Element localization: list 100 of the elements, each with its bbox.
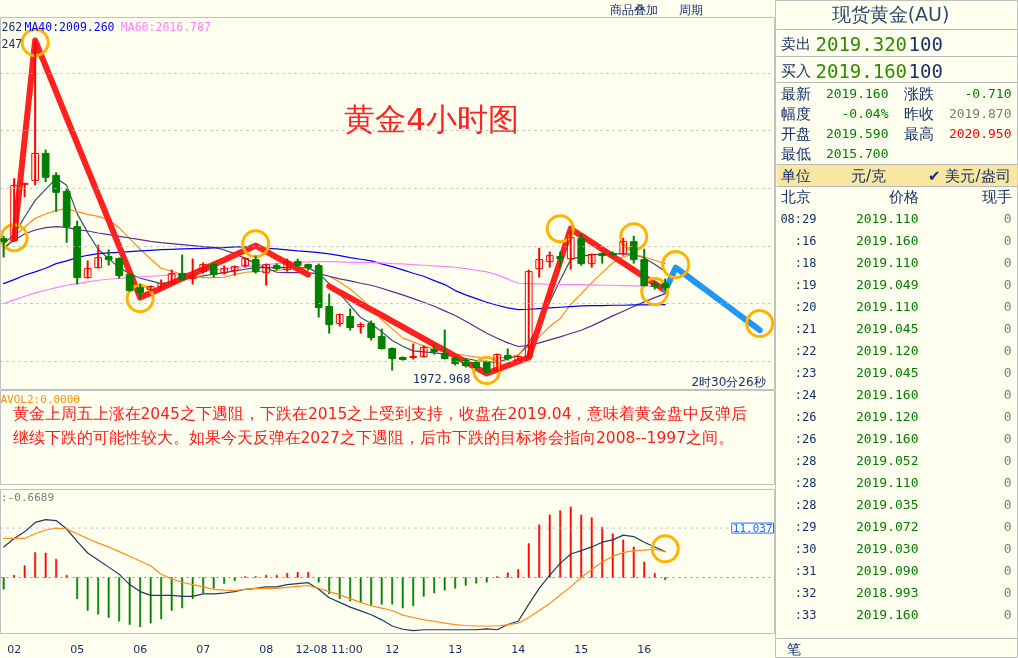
text: 2019.052 (855, 453, 919, 468)
text: :29 (794, 519, 817, 534)
text: 周期 (678, 2, 703, 17)
text: 0 (1003, 211, 1012, 226)
text: 2019.160 (855, 233, 919, 248)
text: :32 (794, 585, 817, 600)
candlestick (262, 262, 271, 287)
text: :16 (794, 233, 817, 248)
text: 现手 (981, 187, 1012, 206)
text: 最新 (780, 84, 811, 103)
x-tick-label: 12 (385, 642, 400, 656)
text: MA40:2009.260 (24, 19, 115, 34)
text: 2019.090 (855, 563, 919, 578)
candlestick (367, 319, 376, 342)
x-tick-label: 14 (511, 642, 526, 656)
x-tick-label: 02 (7, 642, 22, 656)
text: :26 (794, 409, 817, 424)
candlestick (10, 177, 19, 243)
text: 0 (1003, 541, 1012, 556)
text: 涨跌 (903, 84, 934, 103)
x-tick-label: 06 (133, 642, 148, 656)
text: 0 (1003, 563, 1012, 578)
text: 2019.160 (855, 607, 919, 622)
candlestick (346, 307, 355, 332)
candlestick (41, 148, 50, 184)
text: 0 (1003, 519, 1012, 534)
point (661, 250, 691, 280)
text: 2019.160 (855, 387, 919, 402)
text: -0.04% (841, 106, 889, 121)
text: 0 (1003, 255, 1012, 270)
x-tick-label: 16 (637, 642, 652, 656)
candlestick (440, 328, 449, 361)
text: -0.710 (964, 86, 1012, 101)
x-tick-label: 12-08 11:00 (295, 642, 363, 656)
text: 08:29 (780, 211, 817, 226)
point (619, 222, 649, 252)
text: 0 (1003, 585, 1012, 600)
text: MA60:2016.787 (120, 19, 211, 34)
text: 0 (1003, 431, 1012, 446)
text: 2019.590 (825, 126, 889, 141)
text: 单位 (780, 166, 811, 185)
text: 2019.049 (855, 277, 919, 292)
text: 买入 (780, 61, 811, 80)
text: :-0.6689 (1, 490, 55, 504)
text: 2019.045 (855, 365, 919, 380)
text: :30 (794, 541, 817, 556)
text: 2019.110 (855, 299, 919, 314)
text: :20 (794, 299, 817, 314)
text: :28 (794, 497, 817, 512)
text: 幅度 (780, 104, 811, 123)
candlestick (629, 234, 638, 265)
text: 黄金4小时图 (344, 100, 519, 137)
text: :23 (794, 365, 817, 380)
text: 0 (1003, 475, 1012, 490)
text: 2019.160 (825, 86, 889, 101)
text: 262 (1, 20, 23, 34)
text: 0 (1003, 453, 1012, 468)
text: 北京 (780, 187, 811, 206)
text: 100 (908, 59, 943, 82)
text: 2019.045 (855, 321, 919, 336)
point (545, 214, 575, 244)
text: 0 (1003, 233, 1012, 248)
candlestick (325, 292, 334, 335)
text: 2015.700 (825, 146, 889, 161)
text: :22 (794, 343, 817, 358)
text: 价格 (887, 187, 919, 206)
text: 昨收 (903, 104, 934, 123)
text: :24 (794, 387, 817, 402)
annotation: 247 (1, 37, 23, 51)
text: 0 (1003, 277, 1012, 292)
x-tick-label: 13 (448, 642, 463, 656)
text: :18 (794, 255, 817, 270)
text: 最低 (780, 144, 811, 163)
text: 2019.110 (855, 211, 919, 226)
text: 0 (1003, 607, 1012, 622)
text: 2019.110 (855, 255, 919, 270)
text: :26 (794, 431, 817, 446)
text: 现货黄金(AU) (831, 2, 950, 25)
candlestick (0, 234, 8, 259)
text: 元/克 (850, 166, 887, 185)
text: 0 (1003, 365, 1012, 380)
text: 2019.035 (855, 497, 919, 512)
text: 2019.160 (855, 431, 919, 446)
x-tick-label: 07 (196, 642, 211, 656)
text: 黄金上周五上涨在2045之下遇阻，下跌在2015之上受到支持，收盘在2019.04，意味着黄金盘中反弹后 (12, 404, 748, 423)
text: 0 (1003, 409, 1012, 424)
text: :28 (794, 453, 817, 468)
annotation: 1972.968 (412, 372, 471, 386)
text: 2018.993 (855, 585, 919, 600)
text: 2019.120 (855, 343, 919, 358)
point (745, 309, 775, 339)
text: :33 (794, 607, 817, 622)
text: :21 (794, 321, 817, 336)
candlestick (31, 39, 40, 187)
text: 2020.950 (948, 126, 1012, 141)
text: 2019.160 (815, 59, 908, 82)
text: :28 (794, 475, 817, 490)
candlestick (178, 253, 187, 282)
candlestick (94, 243, 103, 270)
text: 2019.072 (855, 519, 919, 534)
